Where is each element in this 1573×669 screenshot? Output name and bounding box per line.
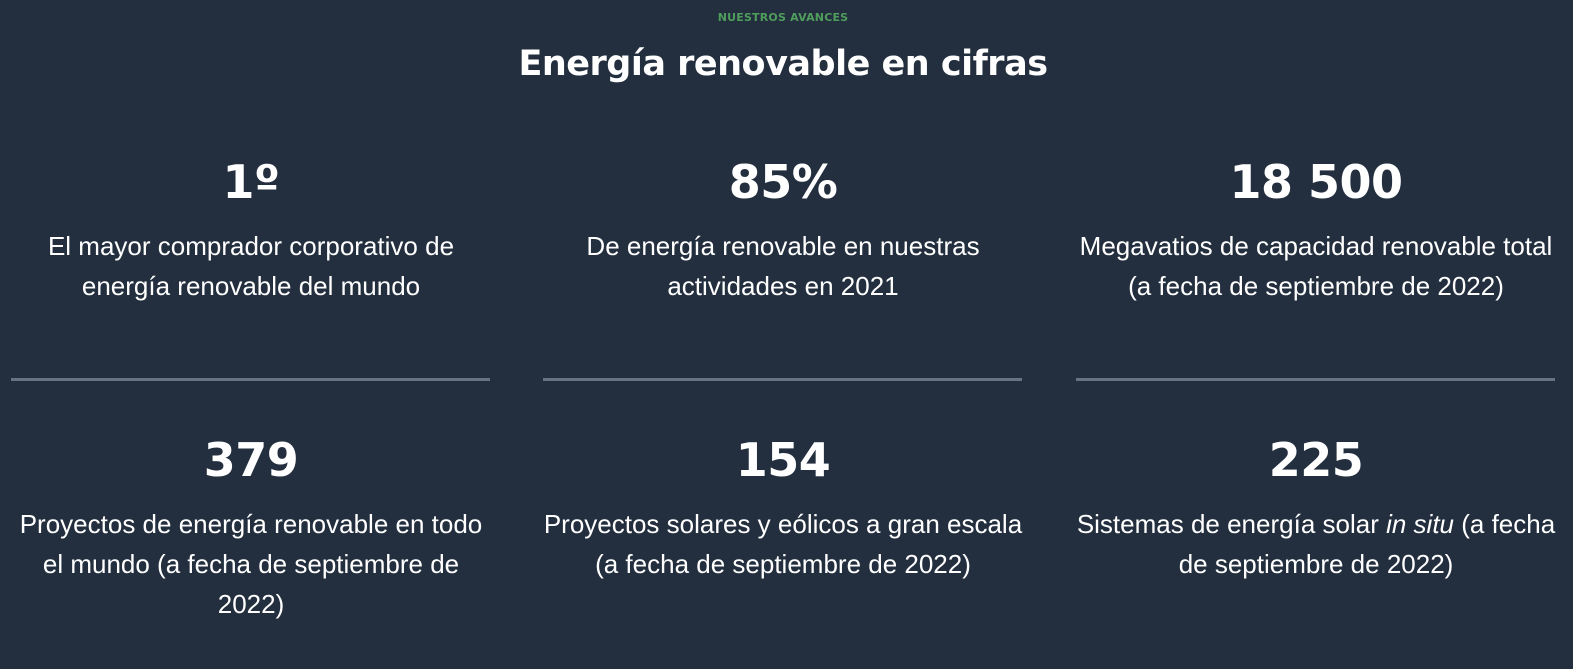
stat-card-onsite-solar: 225 Sistemas de energía solar in situ (a…: [1076, 432, 1556, 584]
stat-description: Proyectos solares y eólicos a gran escal…: [543, 509, 1023, 579]
section-title: Energía renovable en cifras: [518, 44, 1048, 84]
divider-col1: [11, 378, 490, 381]
stat-value: 225: [1268, 433, 1364, 487]
stat-value: 1º: [222, 155, 280, 209]
stat-description: Proyectos de energía renovable en todo e…: [19, 509, 483, 619]
stat-description: El mayor comprador corporativo de energí…: [47, 231, 455, 301]
stat-value: 154: [735, 433, 831, 487]
divider-col2: [543, 378, 1022, 381]
stat-card-projects-worldwide: 379 Proyectos de energía renovable en to…: [11, 432, 491, 624]
stat-description: Sistemas de energía solar in situ (a fec…: [1076, 504, 1556, 584]
stat-card-utility-scale-projects: 154 Proyectos solares y eólicos a gran e…: [543, 432, 1023, 584]
divider-col3: [1076, 378, 1555, 381]
stat-card-renewable-percent: 85% De energía renovable en nuestras act…: [543, 154, 1023, 306]
stat-value: 18 500: [1229, 155, 1403, 209]
description-text: Sistemas de energía solar: [1076, 509, 1387, 539]
stat-description: Megavatios de capacidad renovable total …: [1079, 231, 1553, 301]
stat-value: 85%: [728, 155, 838, 209]
stat-value: 379: [203, 433, 299, 487]
description-italic: in situ: [1386, 509, 1455, 539]
stat-card-largest-buyer: 1º El mayor comprador corporativo de ene…: [11, 154, 491, 306]
stat-card-megawatts: 18 500 Megavatios de capacidad renovable…: [1076, 154, 1556, 306]
stat-description: De energía renovable en nuestras activid…: [586, 231, 980, 301]
description-text: (a fecha de septiembre de 2022): [1178, 509, 1556, 579]
eyebrow-label: NUESTROS AVANCES: [717, 11, 849, 24]
